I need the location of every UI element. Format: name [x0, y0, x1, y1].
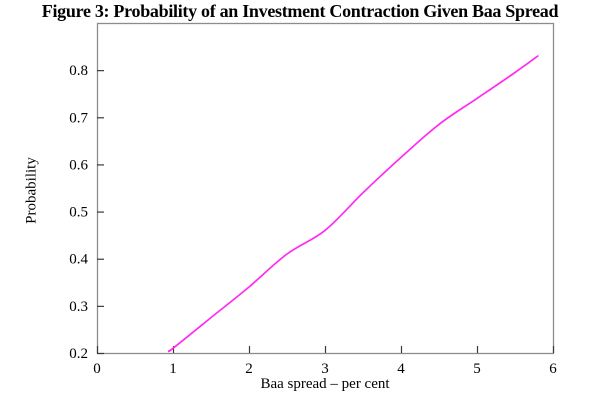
- x-tick-label: 5: [473, 361, 481, 377]
- y-tick-label: 0.7: [69, 110, 88, 126]
- y-axis-title: Probability: [23, 157, 40, 224]
- x-tick-label: 4: [397, 361, 405, 377]
- y-tick-label: 0.2: [69, 346, 88, 362]
- y-tick-label: 0.6: [69, 157, 88, 173]
- y-tick-label: 0.5: [69, 205, 88, 221]
- probability-curve: [167, 55, 539, 353]
- y-tick-label: 0.3: [69, 299, 88, 315]
- x-tick-label: 1: [169, 361, 177, 377]
- x-tick-label: 6: [549, 361, 557, 377]
- x-tick-label: 3: [321, 361, 329, 377]
- x-tick-label: 2: [245, 361, 253, 377]
- x-tick-label: 0: [93, 361, 101, 377]
- x-axis-title: Baa spread – per cent: [260, 376, 390, 392]
- plot-frame: [96, 22, 555, 355]
- y-tick-label: 0.4: [69, 252, 88, 268]
- figure-title: Figure 3: Probability of an Investment C…: [41, 1, 559, 21]
- y-tick-label: 0.8: [69, 63, 88, 79]
